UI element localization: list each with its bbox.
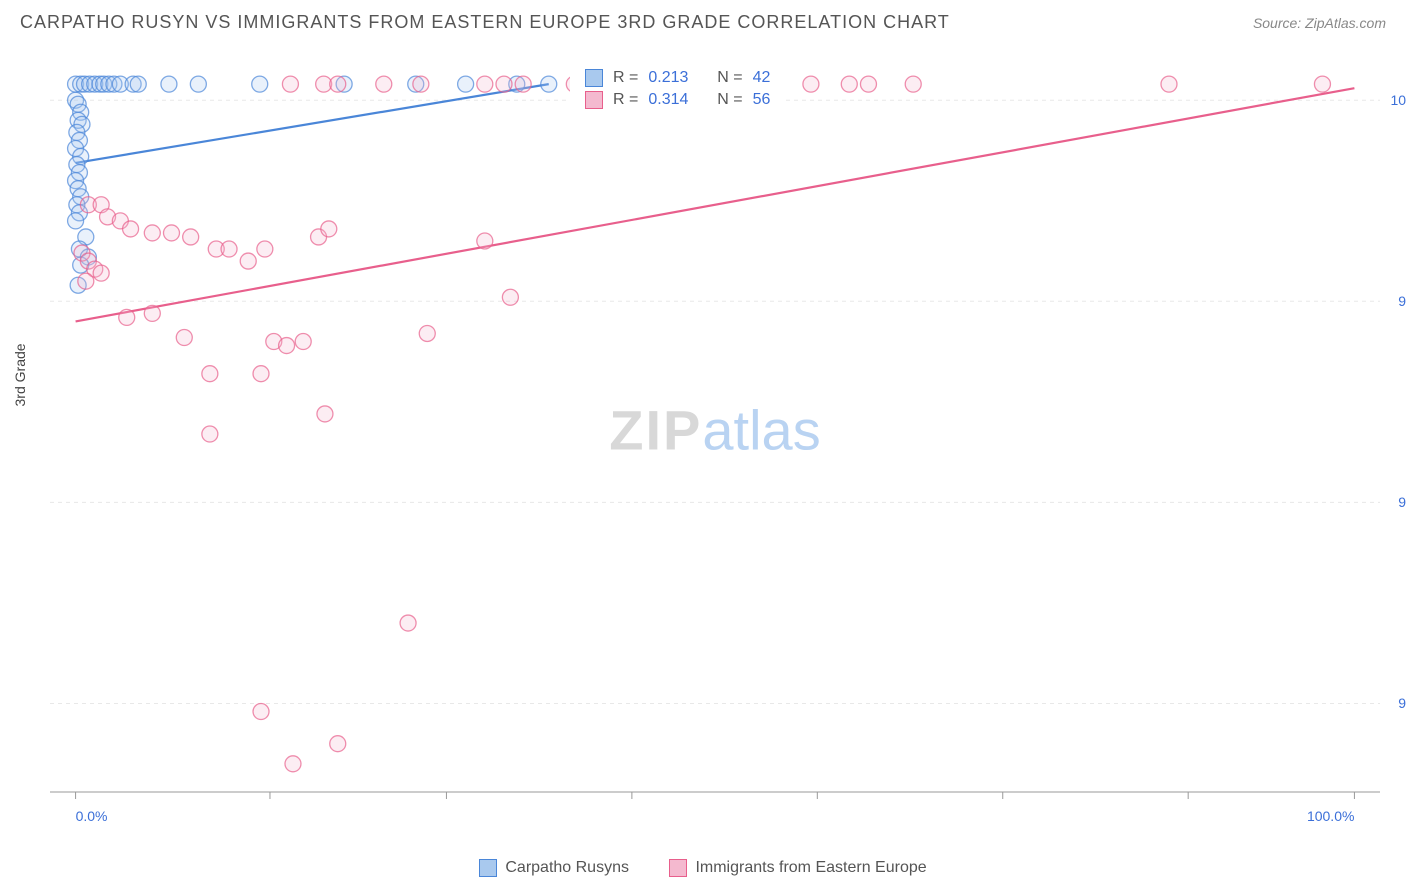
n-value-0: 42 xyxy=(753,69,771,87)
bottom-legend: Carpatho Rusyns Immigrants from Eastern … xyxy=(0,859,1406,882)
r-value-0: 0.213 xyxy=(648,69,688,87)
series-swatch-0 xyxy=(585,69,603,87)
legend-item-1: Immigrants from Eastern Europe xyxy=(669,859,926,877)
y-tick-label: 95.0% xyxy=(1398,494,1406,510)
legend-label-1: Immigrants from Eastern Europe xyxy=(695,859,926,877)
y-tick-label: 100.0% xyxy=(1391,92,1406,108)
r-label-0: R = xyxy=(613,69,638,87)
r-label-1: R = xyxy=(613,91,638,109)
chart-title: CARPATHO RUSYN VS IMMIGRANTS FROM EASTER… xyxy=(20,12,950,33)
chart-area: 3rd Grade ZIPatlas R = 0.213 N = 42 R = … xyxy=(50,60,1380,800)
y-tick-label: 92.5% xyxy=(1398,695,1406,711)
stats-row-1: R = 0.314 N = 56 xyxy=(585,89,770,111)
stats-row-0: R = 0.213 N = 42 xyxy=(585,67,770,89)
legend-swatch-1 xyxy=(669,859,687,877)
source-attribution: Source: ZipAtlas.com xyxy=(1253,15,1386,31)
r-value-1: 0.314 xyxy=(648,91,688,109)
y-axis-label: 3rd Grade xyxy=(12,343,28,406)
correlation-stats-box: R = 0.213 N = 42 R = 0.314 N = 56 xyxy=(570,60,785,118)
series-swatch-1 xyxy=(585,91,603,109)
legend-item-0: Carpatho Rusyns xyxy=(479,859,629,877)
legend-swatch-0 xyxy=(479,859,497,877)
y-tick-label: 97.5% xyxy=(1398,293,1406,309)
chart-header: CARPATHO RUSYN VS IMMIGRANTS FROM EASTER… xyxy=(0,0,1406,41)
x-tick-labels: 0.0% 100.0% xyxy=(50,808,1380,828)
scatter-plot xyxy=(50,60,1380,800)
n-value-1: 56 xyxy=(753,91,771,109)
source-label: Source: xyxy=(1253,15,1305,31)
n-label-1: N = xyxy=(717,91,742,109)
x-tick-label: 100.0% xyxy=(1307,808,1354,824)
n-label-0: N = xyxy=(717,69,742,87)
legend-label-0: Carpatho Rusyns xyxy=(505,859,629,877)
x-tick-label: 0.0% xyxy=(76,808,108,824)
source-name: ZipAtlas.com xyxy=(1305,15,1386,31)
